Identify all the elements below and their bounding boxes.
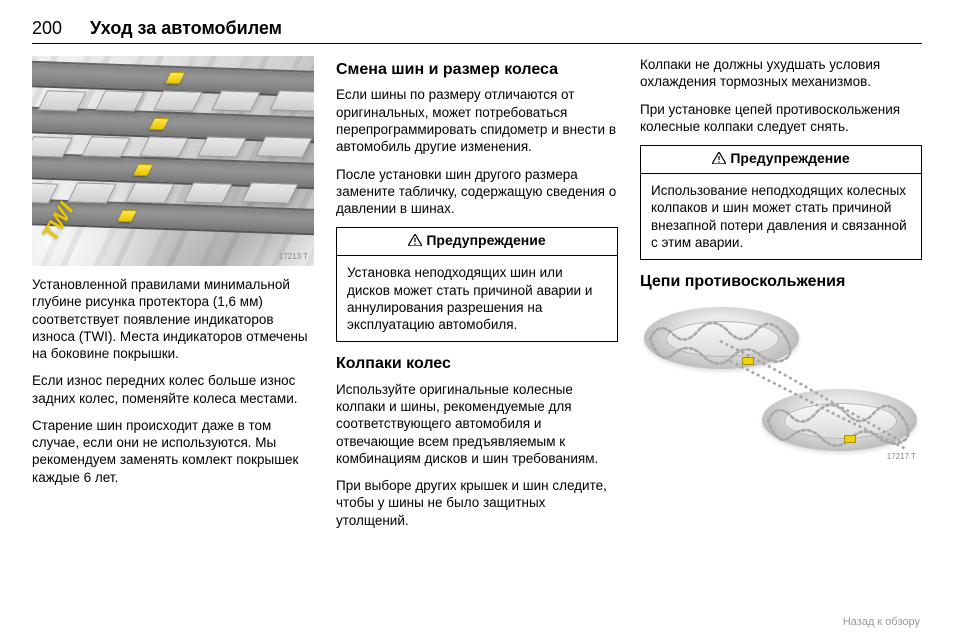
column-3: Колпаки не должны ухудшать усло­вия охла…: [640, 56, 922, 539]
column-2: Смена шин и размер колеса Если шины по р…: [336, 56, 618, 539]
chapter-title: Уход за автомобилем: [90, 18, 282, 39]
chain-overlay: [640, 301, 922, 461]
heading-snow-chains: Цепи противоскольжения: [640, 272, 922, 292]
body-text: Старение шин происходит даже в том случа…: [32, 417, 314, 486]
columns: TWI 17213 T Установленной правилами мини…: [32, 56, 922, 539]
chain-clip: [742, 357, 754, 365]
column-1: TWI 17213 T Установленной правилами мини…: [32, 56, 314, 539]
warning-body: Использование неподходящих колесных колп…: [641, 174, 921, 259]
figure-code: 17217 T: [887, 452, 916, 462]
page-header: 200 Уход за автомобилем: [32, 18, 922, 44]
body-text: Если износ передних колес больше износ з…: [32, 372, 314, 407]
tire-tread-figure: TWI 17213 T: [32, 56, 314, 266]
manual-page: 200 Уход за автомобилем: [0, 0, 954, 539]
warning-icon: [408, 233, 422, 251]
page-number: 200: [32, 18, 62, 39]
warning-body: Установка неподходящих шин или дисков мо…: [337, 256, 617, 341]
heading-wheel-caps: Колпаки колес: [336, 354, 618, 374]
body-text: Установленной правилами мини­мальной глу…: [32, 276, 314, 362]
heading-tyre-change: Смена шин и размер колеса: [336, 60, 618, 80]
figure-code: 17213 T: [279, 252, 308, 262]
body-text: Колпаки не должны ухудшать усло­вия охла…: [640, 56, 922, 91]
warning-box: Предупреждение Использование неподходящи…: [640, 145, 922, 260]
body-text: Если шины по размеру отличаются от ориги…: [336, 86, 618, 155]
warning-title: Предупреждение: [337, 228, 617, 256]
body-text: При установке цепей противо­скольжения к…: [640, 101, 922, 136]
back-to-overview-link[interactable]: Назад к обзору: [843, 616, 920, 628]
warning-label: Предупреждение: [730, 150, 849, 166]
snow-chain-figure: 17217 T: [640, 301, 922, 461]
chain-clip: [844, 435, 856, 443]
warning-box: Предупреждение Установка неподходящих ши…: [336, 227, 618, 342]
body-text: При выборе других крышек и шин следите, …: [336, 477, 618, 529]
warning-label: Предупреждение: [426, 232, 545, 248]
warning-icon: [712, 151, 726, 169]
body-text: Используйте оригинальные колес­ные колпа…: [336, 381, 618, 467]
warning-title: Предупреждение: [641, 146, 921, 174]
body-text: После установки шин другого раз­мера зам…: [336, 166, 618, 218]
